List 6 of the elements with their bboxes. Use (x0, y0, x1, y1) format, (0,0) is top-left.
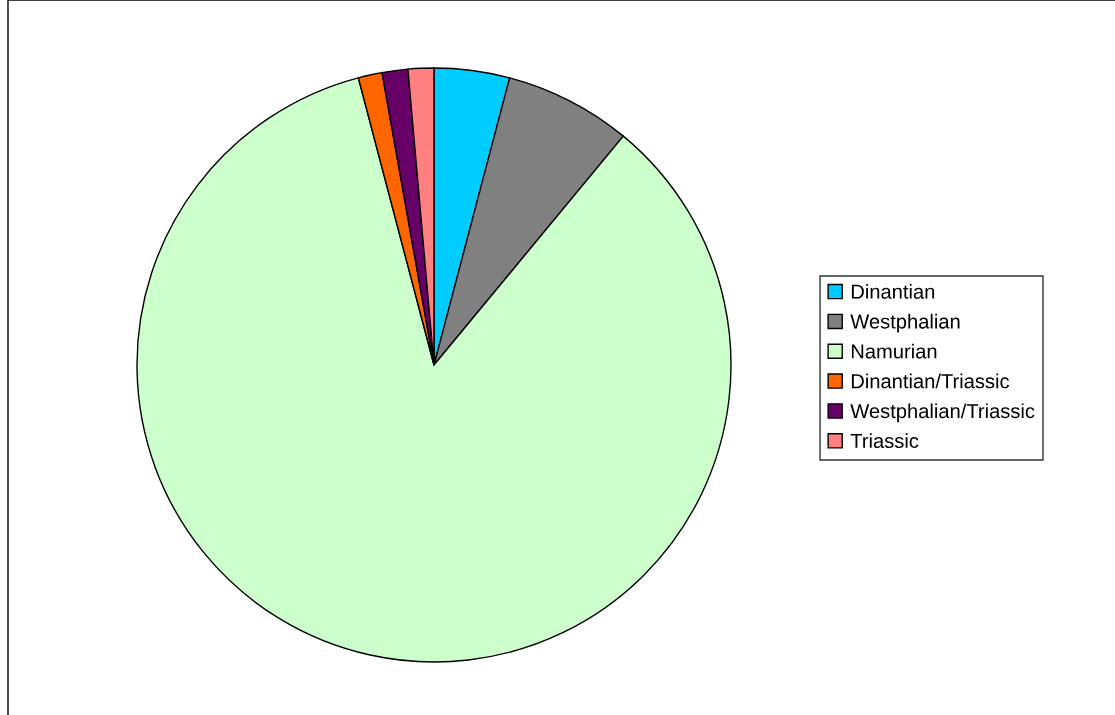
legend-label: Namurian (851, 343, 937, 359)
legend-label: Triassic (850, 433, 919, 449)
legend-label: Dinantian/Triassic (851, 373, 1010, 389)
legend-label: Dinantian (851, 283, 935, 299)
legend-label: Westphalian/Triassic (850, 403, 1035, 423)
legend-label: Westphalian (850, 313, 960, 333)
